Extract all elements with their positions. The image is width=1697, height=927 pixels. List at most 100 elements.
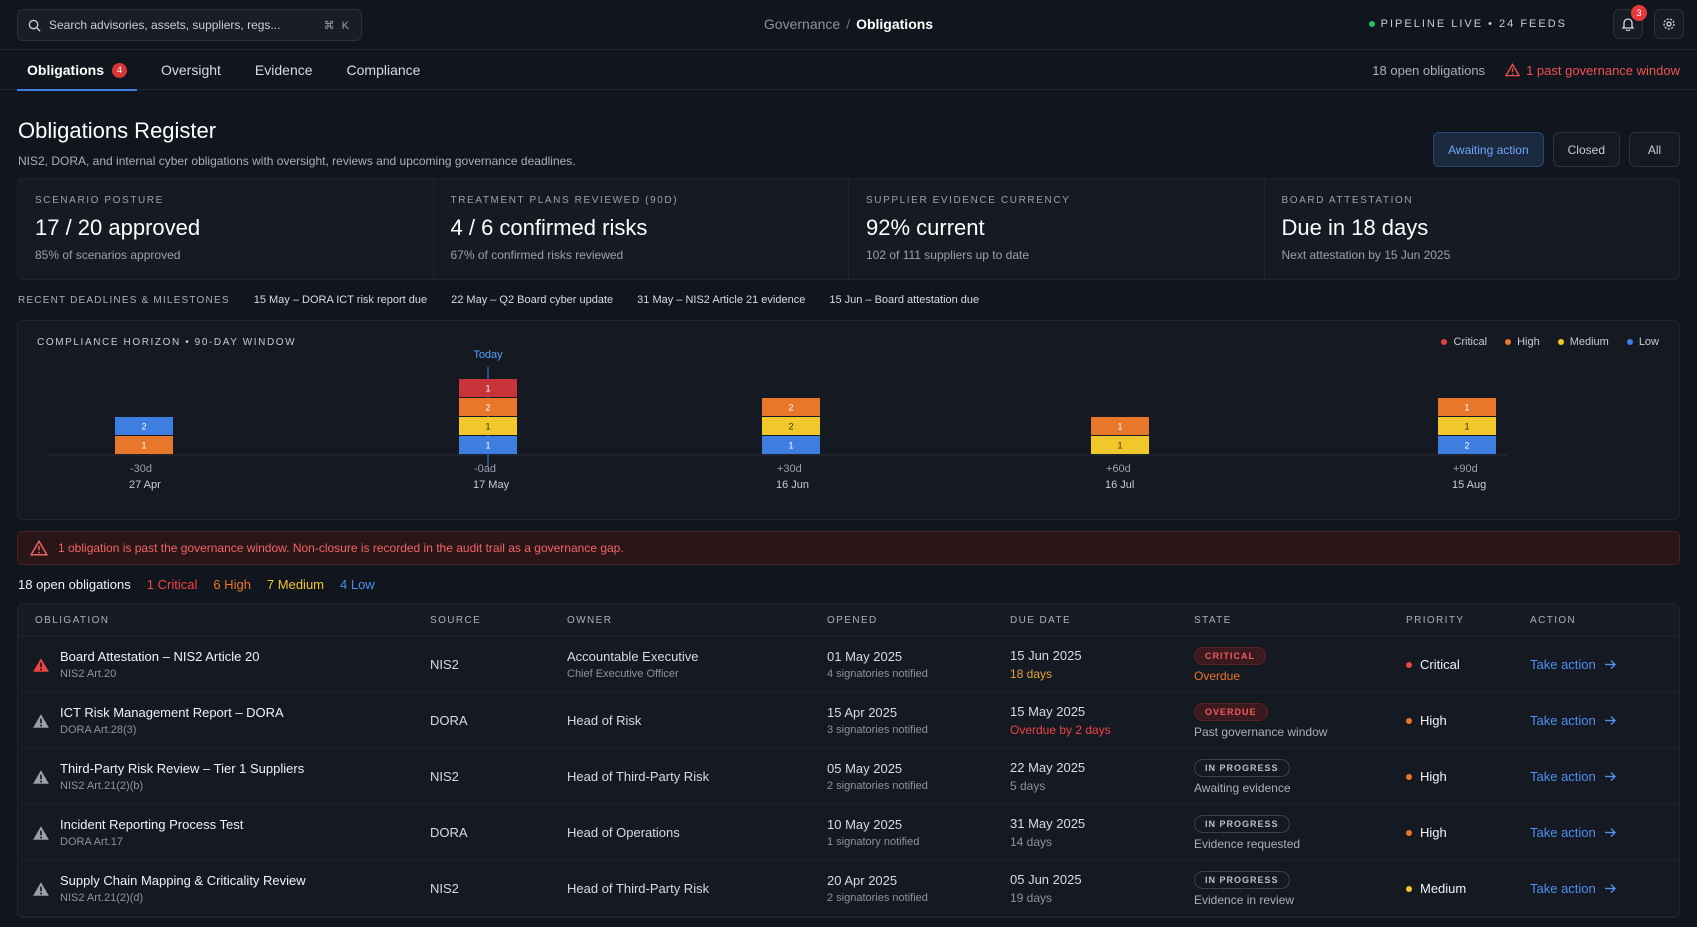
column-header[interactable]: STATE [1194,614,1232,626]
count-medium[interactable]: 7 Medium [266,576,324,592]
past-window-link[interactable]: 1 past governance window [1505,63,1680,78]
kpi-card: SCENARIO POSTURE 17 / 20 approved 85% of s… [18,179,434,279]
search-input[interactable] [49,18,316,32]
filter-all[interactable]: All [1629,132,1680,167]
owner-role: Chief Executive Officer [567,668,679,680]
opened-signatories: 4 signatories notified [827,668,928,680]
kpi-subtext: 67% of confirmed risks reviewed [450,248,624,262]
chart-bar-value: 1 [1464,422,1469,432]
x-tick-date: 17 May [473,479,510,491]
due-cell: 05 Jun 2025 19 days [1010,872,1194,905]
kpi-subtext: 85% of scenarios approved [35,248,181,262]
kpi-value: 17 / 20 approved [35,215,201,240]
table-row[interactable]: Incident Reporting Process Test DORA Art.… [18,805,1679,861]
take-action-button[interactable]: Take action [1530,713,1678,728]
filter-closed[interactable]: Closed [1552,132,1620,167]
take-action-button[interactable]: Take action [1530,657,1678,672]
opened-date: 15 Apr 2025 [827,705,898,720]
column-header[interactable]: ACTION [1530,614,1577,626]
obligation-title[interactable]: Board Attestation – NIS2 Article 20 [60,649,260,664]
today-label: Today [473,349,503,361]
due-date: 05 Jun 2025 [1010,872,1082,887]
priority-cell: High [1394,769,1530,784]
take-action-button[interactable]: Take action [1530,825,1678,840]
table-body: Board Attestation – NIS2 Article 20 NIS2 … [18,637,1679,917]
chart-bar-value: 1 [788,441,793,451]
due-cell: 15 Jun 2025 18 days [1010,648,1194,681]
column-header[interactable]: DUE DATE [1010,614,1072,626]
state-cell: IN PROGRESS Evidence requested [1194,814,1394,851]
column-header[interactable]: OWNER [567,614,613,626]
notifications-button[interactable]: 3 [1613,5,1647,39]
table-row[interactable]: Supply Chain Mapping & Criticality Revie… [18,861,1679,917]
priority-label: Critical [1420,657,1460,672]
chart-bar-value: 1 [485,441,490,451]
legend-dot-icon [1557,339,1564,345]
priority-dot-icon [1406,829,1412,836]
tab-evidence[interactable]: Evidence [245,50,323,90]
kpi-card: BOARD ATTESTATION Due in 18 days Next atte… [1265,179,1680,279]
page-title: Obligations Register [18,118,217,143]
tab-obligations[interactable]: Obligations 4 [17,50,137,91]
filter-awaiting-action[interactable]: Awaiting action [1433,132,1544,167]
status-badge: IN PROGRESS [1194,758,1290,777]
arrow-right-icon [1604,828,1616,837]
horizon-chart: Today 1 2 -30d 27 Apr 1 1 2 1 -0ad 17 May 1 2 2 +30d 16… [48,349,1508,491]
obligation-ref: NIS2 Art.21(2)(d) [60,892,144,904]
due-date: 15 May 2025 [1010,704,1086,719]
take-action-label: Take action [1530,657,1596,672]
priority-dot-icon [1406,885,1412,892]
count-critical[interactable]: 1 Critical [146,576,198,592]
search-box[interactable]: ⌘ K [17,9,362,41]
kpi-label: SUPPLIER EVIDENCE CURRENCY [866,195,1071,206]
due-remaining: 5 days [1010,779,1046,793]
arrow-right-icon [1604,660,1616,669]
priority-label: High [1420,769,1447,784]
legend-critical: Critical [1441,336,1487,348]
obligation-title[interactable]: Incident Reporting Process Test [60,817,244,832]
opened-signatories: 2 signatories notified [827,780,928,792]
compliance-horizon-panel: COMPLIANCE HORIZON • 90-DAY WINDOW Criti… [17,320,1680,520]
table-row[interactable]: ICT Risk Management Report – DORA DORA Ar… [18,693,1679,749]
column-header[interactable]: PRIORITY [1406,614,1465,626]
past-window-text: 1 past governance window [1526,62,1680,78]
chart-legend: Critical High Medium Low [1441,336,1659,348]
opened-cell: 10 May 2025 1 signatory notified [827,817,1010,848]
settings-button[interactable] [1654,9,1684,39]
obligation-cell: ICT Risk Management Report – DORA DORA Ar… [18,705,430,736]
priority-cell: Critical [1394,657,1530,672]
warning-icon [33,825,49,840]
state-detail: Evidence in review [1194,892,1295,907]
due-date: 31 May 2025 [1010,816,1086,831]
count-low[interactable]: 4 Low [340,576,375,592]
opened-cell: 05 May 2025 2 signatories notified [827,761,1010,792]
search-icon [28,19,41,32]
breadcrumb-governance[interactable]: Governance [763,16,841,32]
obligation-cell: Third-Party Risk Review – Tier 1 Supplie… [18,761,430,792]
column-header[interactable]: SOURCE [430,614,482,626]
column-header[interactable]: OPENED [827,614,878,626]
tab-oversight[interactable]: Oversight [151,50,231,90]
milestone-item: 22 May – Q2 Board cyber update [451,294,614,306]
column-header[interactable]: OBLIGATION [35,614,110,626]
tab-label: Evidence [254,62,313,78]
table-row[interactable]: Board Attestation – NIS2 Article 20 NIS2 … [18,637,1679,693]
page-subtitle: NIS2, DORA, and internal cyber obligatio… [18,154,576,168]
opened-date: 20 Apr 2025 [827,873,898,888]
count-high[interactable]: 6 High [213,576,251,592]
take-action-button[interactable]: Take action [1530,881,1678,896]
obligation-title[interactable]: ICT Risk Management Report – DORA [60,705,284,720]
opened-cell: 20 Apr 2025 2 signatories notified [827,873,1010,904]
priority-cell: High [1394,713,1530,728]
tab-compliance[interactable]: Compliance [337,50,431,90]
owner-name: Accountable Executive [567,649,699,664]
obligation-title[interactable]: Third-Party Risk Review – Tier 1 Supplie… [60,761,305,776]
due-remaining: 19 days [1010,891,1053,905]
table-row[interactable]: Third-Party Risk Review – Tier 1 Supplie… [18,749,1679,805]
obligation-title[interactable]: Supply Chain Mapping & Criticality Revie… [60,873,306,888]
kpi-subtext: 102 of 111 suppliers up to date [866,248,1030,262]
kpi-value: 4 / 6 confirmed risks [450,215,648,240]
chart-bar-value: 1 [485,384,490,394]
top-bar: ⌘ K Governance / Obligations PIPELINE LIVE… [0,0,1697,50]
take-action-button[interactable]: Take action [1530,769,1678,784]
